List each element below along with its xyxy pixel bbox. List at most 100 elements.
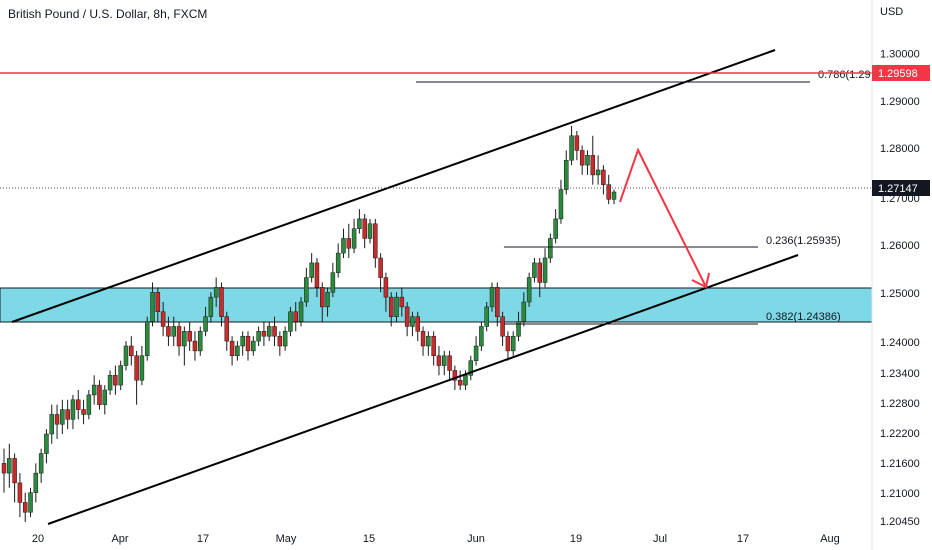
candle-body (60, 409, 65, 425)
x-tick-label: 15 (363, 533, 375, 545)
candle-body (489, 287, 495, 308)
candle-body (17, 482, 23, 503)
candle-body (357, 218, 362, 229)
candle-body (144, 321, 150, 357)
candle-body (351, 228, 357, 249)
candle-body (362, 218, 367, 239)
chart-title: British Pound / U.S. Dollar, 8h, FXCM (8, 7, 207, 21)
candle-body (198, 331, 203, 352)
current-price-label-bg (872, 180, 930, 196)
price-axis (872, 0, 932, 550)
candle-body (388, 296, 394, 317)
channel-lower-line (47, 254, 799, 525)
candle-body (304, 277, 309, 303)
candle-body (335, 252, 341, 273)
candle-body (288, 311, 293, 332)
candle-body (123, 345, 129, 366)
candle-body (447, 355, 452, 371)
candle-body (442, 355, 447, 366)
candle-body (266, 326, 272, 337)
forecast-path (619, 147, 707, 288)
candle-body (22, 502, 28, 513)
candle-body (394, 296, 399, 317)
candle-body (229, 340, 235, 357)
candle-body (595, 169, 601, 176)
y-tick-label: 1.21000 (880, 488, 920, 500)
candle-body (33, 472, 39, 493)
candle-body (569, 135, 574, 161)
candle-body (76, 399, 81, 410)
fib-0236-label: 0.236(1.25935) (766, 235, 841, 247)
candle-body (378, 257, 383, 278)
candle-body (431, 335, 436, 357)
candle-body (452, 370, 458, 381)
candle-body (208, 296, 214, 317)
candle-body (537, 262, 542, 283)
candle-body (436, 355, 442, 366)
candle-body (28, 492, 33, 513)
candle-body (590, 155, 596, 176)
candle-body (399, 296, 405, 308)
x-tick-label: Jul (653, 533, 667, 545)
candle-body (532, 262, 537, 278)
candle-body (213, 287, 219, 298)
y-tick-label: 1.26000 (880, 240, 920, 252)
candle-body (293, 311, 298, 322)
candle-body (309, 262, 314, 278)
candle-body (383, 277, 389, 298)
candle-body (12, 458, 17, 484)
candle-body (479, 326, 484, 347)
candle-body (574, 135, 580, 151)
x-tick-label: May (276, 533, 297, 545)
candle-body (420, 331, 426, 347)
candle-body (44, 433, 49, 454)
candle-body (516, 321, 521, 337)
fib-0382-label: 0.382(1.24386) (766, 311, 841, 323)
candle-body (1, 463, 7, 474)
candle-body (611, 191, 617, 200)
candle-body (320, 287, 325, 308)
candle-body (606, 184, 611, 200)
candle-body (510, 335, 516, 352)
candle-body (426, 335, 431, 347)
candle-body (129, 345, 134, 357)
y-tick-label: 1.23400 (880, 368, 920, 380)
fib-0786-label: 0.786(1.29 (818, 69, 871, 81)
candle-body (373, 223, 378, 259)
candle-body (282, 331, 288, 347)
y-tick-label: 1.24000 (880, 337, 920, 349)
candle-body (187, 331, 192, 342)
candle-body (86, 394, 92, 415)
candle-body (251, 340, 256, 352)
candle-body (548, 238, 553, 259)
x-tick-label: Aug (820, 533, 840, 545)
candle-body (505, 335, 511, 352)
candle-body (150, 291, 155, 322)
candle-body (457, 379, 463, 386)
candle-body (484, 306, 489, 327)
candle-body (526, 277, 532, 303)
y-tick-label: 1.28000 (880, 143, 920, 155)
candle-body (542, 257, 548, 283)
candle-body (38, 453, 44, 474)
candle-body (495, 287, 500, 317)
candle-body (70, 399, 76, 420)
candle-body (272, 326, 277, 337)
candle-body (97, 384, 102, 405)
channel-upper-line (11, 49, 776, 323)
candle-body (176, 326, 182, 347)
candle-body (166, 326, 171, 337)
candle-body (314, 262, 320, 288)
candle-body (346, 238, 352, 249)
candle-body (330, 272, 336, 293)
candle-body (500, 316, 505, 337)
y-tick-label: 1.22800 (880, 398, 920, 410)
resistance-price-label-bg (872, 65, 930, 81)
candle-body (160, 311, 166, 327)
candle-body (49, 414, 54, 435)
candle-body (54, 414, 60, 425)
x-tick-label: Jun (467, 533, 485, 545)
candles-group (1, 126, 617, 522)
candle-body (118, 365, 123, 386)
